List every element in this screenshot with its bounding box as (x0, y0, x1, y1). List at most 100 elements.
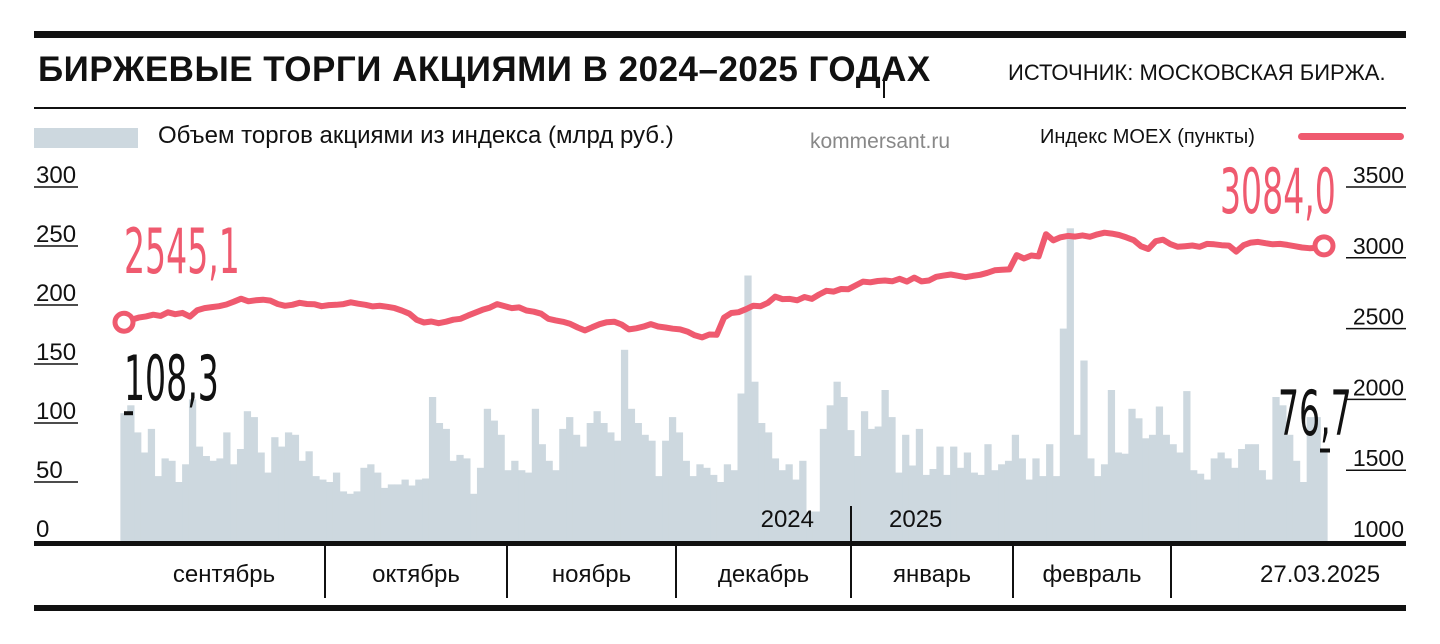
volume-bar (915, 428, 924, 541)
chart-title: БИРЖЕВЫЕ ТОРГИ АКЦИЯМИ В 2024–2025 ГОДАХ (38, 50, 931, 89)
volume-bar (641, 434, 649, 541)
volume-bar (511, 460, 519, 541)
volume-bar (1306, 417, 1314, 541)
volume-start-value: 108,3 (124, 343, 219, 415)
left-axis-tick-label: 0 (36, 516, 49, 543)
volume-bar (936, 446, 944, 541)
volume-bar (1052, 476, 1061, 541)
volume-bar (367, 464, 375, 541)
volume-bar (518, 470, 526, 541)
month-separator (506, 546, 508, 598)
volume-bar (572, 434, 581, 541)
volume-bar (428, 397, 437, 541)
volume-bar (1121, 453, 1129, 541)
volume-bar (120, 413, 128, 541)
volume-bar (703, 467, 711, 541)
volume-bar (963, 452, 972, 541)
month-separator (850, 546, 852, 598)
volume-bar (182, 464, 190, 541)
volume-bar (627, 408, 636, 541)
volume-bar (1190, 470, 1198, 541)
year-label-2025: 2025 (889, 506, 942, 533)
volume-bar (1251, 444, 1260, 541)
volume-bar (134, 432, 142, 541)
volume-bar (1286, 434, 1294, 541)
volume-bar (209, 460, 217, 541)
index-end-marker (1312, 234, 1336, 258)
volume-bar (394, 484, 402, 541)
volume-bar (312, 476, 320, 541)
volume-bar (339, 491, 348, 541)
watermark: kommersant.ru (810, 130, 951, 153)
legend-bars-label: Объем торгов акциями из индекса (млрд ру… (158, 122, 674, 149)
volume-bar (662, 440, 670, 541)
legend-bars-swatch (34, 128, 138, 148)
top-rule (34, 31, 1406, 38)
volume-bar (730, 470, 738, 541)
volume-bar (1039, 476, 1047, 541)
volume-bar (943, 474, 951, 541)
volume-bar (696, 464, 704, 541)
volume-bar (1272, 397, 1280, 541)
volume-bar (223, 432, 231, 541)
volume-bar (908, 465, 917, 541)
right-axis-tick-label: 1500 (1353, 445, 1404, 471)
volume-bar (902, 434, 910, 541)
volume-bar (648, 440, 656, 541)
volume-bar (607, 432, 615, 541)
volume-bar (490, 420, 498, 541)
volume-bar (1087, 458, 1095, 541)
volume-bar (1148, 434, 1157, 541)
volume-bar (1258, 470, 1266, 541)
volume-bar (1279, 405, 1287, 541)
volume-bar (470, 493, 478, 541)
month-separator (1012, 546, 1014, 598)
volume-bar (497, 434, 505, 541)
volume-bar (1114, 452, 1122, 541)
volume-bar (545, 460, 553, 541)
volume-bar (1004, 460, 1013, 541)
volume-bar (305, 451, 313, 541)
volume-bar (284, 432, 293, 541)
index-start-marker (112, 310, 136, 334)
volume-bar (998, 464, 1006, 541)
source-note: ИСТОЧНИК: МОСКОВСКАЯ БИРЖА. (1008, 60, 1386, 85)
volume-bar (600, 423, 608, 541)
legend-line-label: Индекс MOEX (пункты) (1040, 126, 1255, 148)
volume-bar (1025, 479, 1033, 541)
volume-bar (758, 423, 766, 541)
volume-bar (271, 437, 279, 541)
legend-line-swatch (1298, 133, 1404, 140)
volume-bar (785, 464, 793, 541)
volume-bar (476, 467, 485, 541)
volume-bar (1128, 408, 1136, 541)
month-label-october: октябрь (372, 561, 460, 588)
volume-bar (1183, 391, 1191, 541)
volume-bar (1094, 476, 1102, 541)
volume-bar (346, 493, 354, 541)
volume-bar (991, 470, 999, 541)
month-label-february: февраль (1042, 561, 1142, 588)
volume-bar (1238, 449, 1246, 541)
volume-bar (353, 491, 361, 541)
volume-bar (161, 458, 169, 541)
volume-bar (1231, 467, 1239, 541)
volume-bar (1046, 444, 1054, 541)
volume-bar (147, 428, 156, 541)
volume-bar (956, 467, 965, 541)
volume-bar (764, 432, 773, 541)
volume-bar (854, 456, 862, 541)
volume-bar (1142, 438, 1150, 541)
volume-bar (833, 381, 841, 541)
volume-bar (291, 434, 300, 541)
volume-bar (744, 275, 752, 541)
volume-bar (799, 460, 807, 541)
volume-bar (1203, 479, 1212, 541)
volume-bar (689, 476, 697, 541)
volume-bar (888, 417, 896, 541)
volume-bar (230, 464, 238, 541)
header-tick (883, 78, 885, 98)
volume-bar (723, 464, 732, 541)
volume-bar (216, 458, 224, 541)
